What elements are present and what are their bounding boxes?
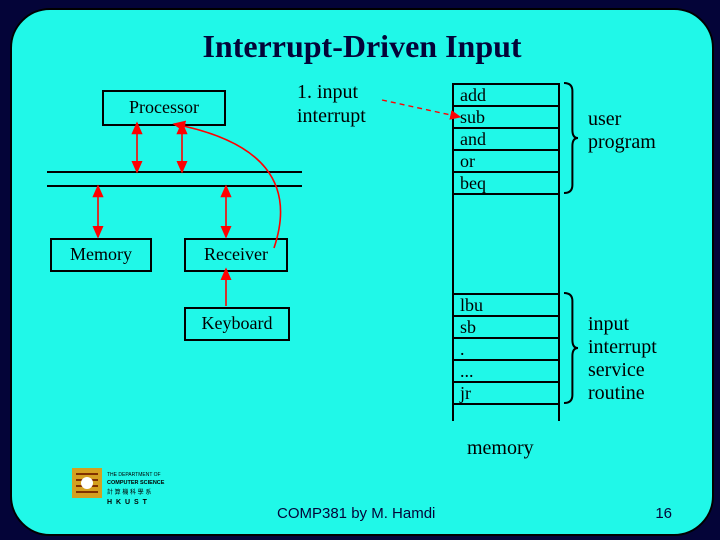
memory-cell: beq [452, 171, 560, 193]
svg-text:COMPUTER SCIENCE: COMPUTER SCIENCE [107, 480, 165, 486]
memory-cell: ... [452, 359, 560, 381]
memory-cell: . [452, 337, 560, 359]
memory-cell: jr [452, 381, 560, 403]
footer-center: COMP381 by M. Hamdi [277, 505, 435, 522]
memory-cell: add [452, 83, 560, 105]
receiver-label: Receiver [204, 245, 268, 265]
keyboard-label: Keyboard [202, 314, 273, 334]
memory-column-label: memory [467, 436, 534, 460]
slide-title: Interrupt-Driven Input [12, 28, 712, 65]
memory-cell: sb [452, 315, 560, 337]
slide-frame: Interrupt-Driven Input Processor Memory … [10, 8, 714, 536]
memory-box: Memory [50, 238, 152, 272]
memory-cell: and [452, 127, 560, 149]
processor-box: Processor [102, 90, 226, 126]
interrupt-annotation: 1. input interrupt [297, 80, 366, 128]
svg-text:THE DEPARTMENT OF: THE DEPARTMENT OF [107, 472, 161, 478]
receiver-box: Receiver [184, 238, 288, 272]
memory-cell: or [452, 149, 560, 171]
svg-text:計 算 機 科 學 系: 計 算 機 科 學 系 [107, 488, 151, 496]
user-program-label: user program [588, 108, 656, 154]
hkust-logo: THE DEPARTMENT OF COMPUTER SCIENCE 計 算 機… [72, 464, 192, 504]
processor-label: Processor [129, 98, 199, 118]
memory-cell: sub [452, 105, 560, 127]
svg-text:H K U S T: H K U S T [107, 499, 148, 504]
footer-page-number: 16 [655, 505, 672, 522]
memory-cell: lbu [452, 293, 560, 315]
service-routine-label: input interrupt service routine [588, 313, 657, 405]
keyboard-box: Keyboard [184, 307, 290, 341]
memory-label: Memory [70, 245, 132, 265]
